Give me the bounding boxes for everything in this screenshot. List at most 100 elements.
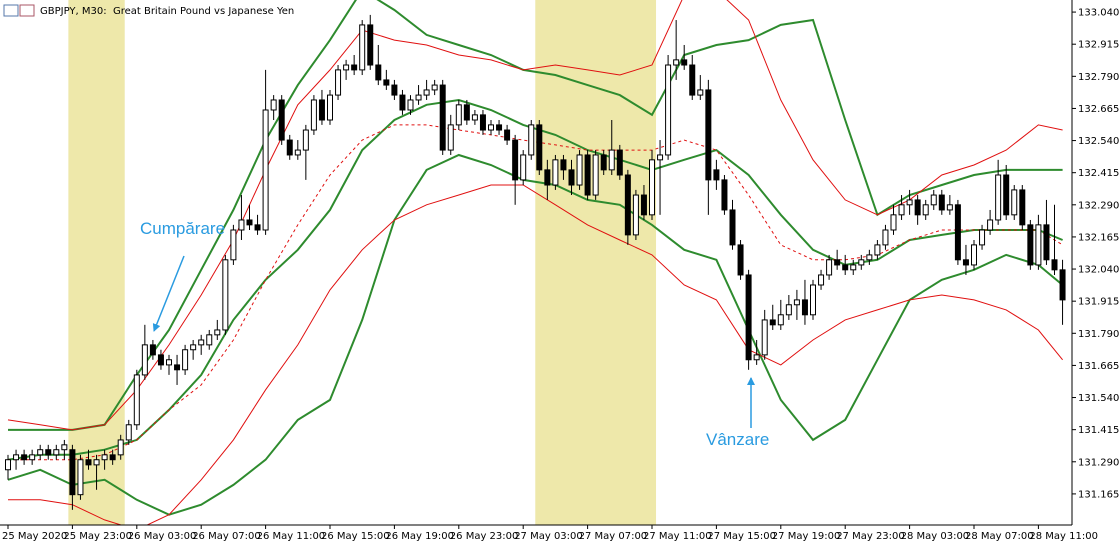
- y-tick-label: 131.665: [1078, 361, 1119, 372]
- x-tick-label: 28 May 03:00: [901, 531, 970, 542]
- x-tick-label: 27 May 19:00: [772, 531, 841, 542]
- candle-body: [962, 259, 969, 266]
- candle-body: [1019, 189, 1026, 226]
- candle-body: [1035, 224, 1042, 266]
- candle-body: [254, 224, 261, 231]
- candle-body: [665, 64, 672, 156]
- candle-body: [85, 459, 92, 466]
- candle-body: [1011, 189, 1018, 216]
- candle-body: [133, 374, 140, 426]
- highlight-zone: [68, 0, 125, 525]
- candle-body: [37, 449, 44, 456]
- candle-body: [721, 179, 728, 211]
- candle-body: [423, 89, 430, 96]
- candle-body: [874, 244, 881, 256]
- candle-body: [383, 79, 390, 86]
- x-tick-label: 26 May 07:00: [192, 531, 261, 542]
- candle-body: [818, 274, 825, 286]
- candle-body: [882, 229, 889, 246]
- candle-body: [938, 194, 945, 211]
- candle-body: [125, 424, 132, 441]
- chart-title: GBPJPY, M30: Great Britain Pound vs Japa…: [40, 6, 294, 17]
- candle-body: [608, 149, 615, 171]
- candle-body: [391, 84, 398, 96]
- x-tick-label: 25 May 2020: [2, 531, 67, 542]
- candle-body: [1051, 259, 1058, 271]
- candle-body: [262, 109, 269, 231]
- candle-body: [753, 354, 760, 361]
- band-line: [7, 153, 1064, 516]
- candle-body: [1059, 269, 1066, 301]
- candle-body: [174, 364, 181, 371]
- candle-body: [568, 169, 575, 186]
- candle-body: [109, 454, 116, 461]
- candle-body: [246, 219, 253, 226]
- candle-body: [987, 219, 994, 231]
- candle-body: [294, 149, 301, 156]
- x-tick-label: 26 May 15:00: [321, 531, 390, 542]
- x-tick-label: 27 May 11:00: [643, 531, 712, 542]
- candle-body: [552, 159, 559, 186]
- candle-body: [946, 204, 953, 211]
- candle-body: [141, 344, 148, 376]
- candle-body: [544, 169, 551, 186]
- y-tick-label: 132.290: [1078, 200, 1119, 211]
- candle-layer: [5, 14, 1066, 510]
- y-tick-label: 132.415: [1078, 168, 1119, 179]
- candle-body: [77, 459, 84, 496]
- candle-body: [777, 314, 784, 326]
- candle-body: [954, 204, 961, 261]
- candle-body: [826, 259, 833, 276]
- band-line: [8, 124, 1063, 461]
- candle-body: [536, 124, 543, 171]
- candle-body: [858, 259, 865, 266]
- candle-body: [166, 359, 172, 366]
- candle-body: [286, 139, 293, 156]
- annotation-arrow: [152, 255, 185, 332]
- x-tick-label: 27 May 23:00: [836, 531, 905, 542]
- candle-body: [504, 129, 511, 141]
- candle-body: [528, 124, 535, 156]
- candle-body: [53, 449, 60, 456]
- candle-body: [632, 194, 639, 236]
- x-tick-label: 27 May 03:00: [514, 531, 583, 542]
- candle-body: [13, 454, 20, 461]
- candle-body: [93, 459, 100, 466]
- candle-body: [206, 334, 213, 346]
- candle-body: [310, 99, 317, 131]
- candle-body: [29, 454, 36, 461]
- candle-body: [737, 244, 744, 276]
- candle-body: [1043, 224, 1050, 261]
- y-tick-label: 131.290: [1078, 457, 1119, 468]
- candle-body: [673, 59, 680, 66]
- y-tick-label: 132.915: [1078, 40, 1119, 51]
- candle-body: [930, 194, 937, 206]
- candle-body: [1027, 224, 1034, 266]
- candle-body: [801, 299, 808, 316]
- candle-body: [560, 159, 567, 171]
- candle-body: [343, 64, 350, 71]
- symbol-icon: [19, 4, 35, 17]
- candle-body: [351, 64, 358, 71]
- candle-body: [1003, 174, 1010, 216]
- candle-body: [190, 344, 197, 351]
- candle-body: [649, 159, 655, 216]
- candle-body: [479, 114, 486, 131]
- candle-body: [488, 124, 494, 131]
- candle-body: [834, 259, 841, 266]
- candle-body: [689, 64, 696, 96]
- candle-body: [447, 124, 454, 151]
- candle-body: [640, 194, 647, 216]
- y-tick-label: 131.915: [1078, 297, 1119, 308]
- candle-body: [222, 259, 229, 331]
- candle-body: [600, 154, 607, 171]
- candle-body: [729, 209, 736, 246]
- candle-body: [399, 94, 406, 111]
- candle-body: [616, 149, 623, 176]
- x-tick-label: 26 May 03:00: [128, 531, 197, 542]
- candle-body: [906, 199, 913, 206]
- y-tick-label: 131.790: [1078, 329, 1119, 340]
- candle-body: [995, 174, 1002, 221]
